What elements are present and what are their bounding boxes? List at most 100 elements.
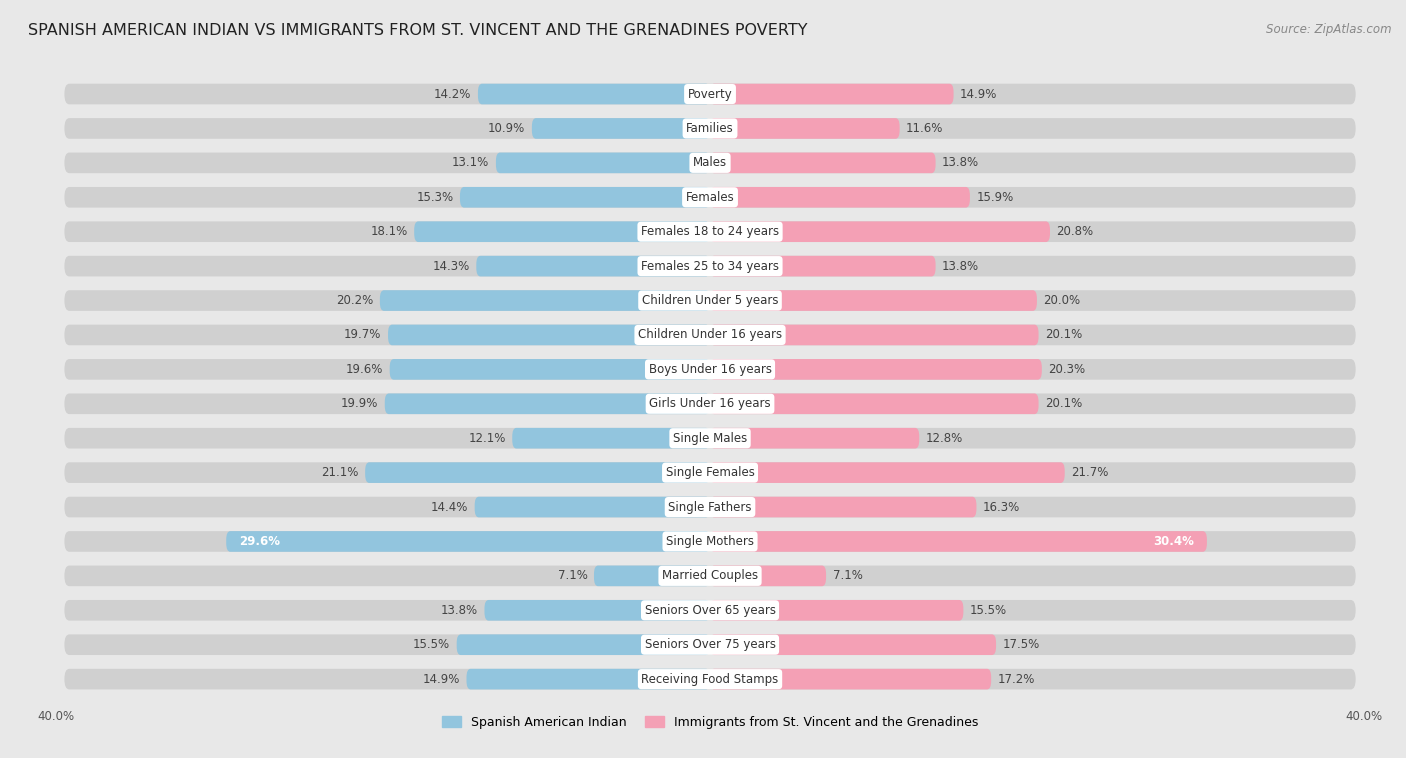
Text: 21.7%: 21.7%	[1071, 466, 1108, 479]
Text: Married Couples: Married Couples	[662, 569, 758, 582]
Text: Children Under 16 years: Children Under 16 years	[638, 328, 782, 341]
FancyBboxPatch shape	[65, 221, 1355, 242]
Text: 16.3%: 16.3%	[983, 500, 1021, 513]
Text: 20.8%: 20.8%	[1056, 225, 1094, 238]
FancyBboxPatch shape	[65, 496, 1355, 518]
Text: 13.8%: 13.8%	[942, 260, 979, 273]
FancyBboxPatch shape	[710, 118, 900, 139]
Text: Females: Females	[686, 191, 734, 204]
Text: 10.9%: 10.9%	[488, 122, 526, 135]
Text: 18.1%: 18.1%	[370, 225, 408, 238]
Text: 7.1%: 7.1%	[832, 569, 862, 582]
Text: 7.1%: 7.1%	[558, 569, 588, 582]
Text: 20.0%: 20.0%	[1043, 294, 1081, 307]
FancyBboxPatch shape	[380, 290, 710, 311]
FancyBboxPatch shape	[710, 634, 995, 655]
FancyBboxPatch shape	[710, 600, 963, 621]
FancyBboxPatch shape	[531, 118, 710, 139]
Text: Children Under 5 years: Children Under 5 years	[641, 294, 779, 307]
Text: 20.3%: 20.3%	[1049, 363, 1085, 376]
Text: 15.5%: 15.5%	[970, 604, 1007, 617]
FancyBboxPatch shape	[485, 600, 710, 621]
FancyBboxPatch shape	[457, 634, 710, 655]
Text: 13.8%: 13.8%	[942, 156, 979, 169]
Text: 14.3%: 14.3%	[433, 260, 470, 273]
Text: 12.1%: 12.1%	[468, 432, 506, 445]
Text: Families: Families	[686, 122, 734, 135]
FancyBboxPatch shape	[512, 428, 710, 449]
Text: 15.5%: 15.5%	[413, 638, 450, 651]
Text: Seniors Over 75 years: Seniors Over 75 years	[644, 638, 776, 651]
FancyBboxPatch shape	[65, 531, 1355, 552]
FancyBboxPatch shape	[65, 83, 1355, 105]
Text: 12.8%: 12.8%	[925, 432, 963, 445]
Text: 20.1%: 20.1%	[1045, 328, 1083, 341]
Text: Single Mothers: Single Mothers	[666, 535, 754, 548]
FancyBboxPatch shape	[65, 634, 1355, 655]
FancyBboxPatch shape	[710, 669, 991, 690]
FancyBboxPatch shape	[65, 118, 1355, 139]
Text: 30.4%: 30.4%	[1153, 535, 1194, 548]
Text: Boys Under 16 years: Boys Under 16 years	[648, 363, 772, 376]
FancyBboxPatch shape	[477, 255, 710, 277]
Legend: Spanish American Indian, Immigrants from St. Vincent and the Grenadines: Spanish American Indian, Immigrants from…	[437, 711, 983, 734]
Text: 15.3%: 15.3%	[416, 191, 453, 204]
Text: Single Males: Single Males	[673, 432, 747, 445]
FancyBboxPatch shape	[710, 393, 1039, 414]
Text: Single Females: Single Females	[665, 466, 755, 479]
Text: 14.4%: 14.4%	[430, 500, 468, 513]
FancyBboxPatch shape	[65, 290, 1355, 311]
Text: 19.6%: 19.6%	[346, 363, 382, 376]
FancyBboxPatch shape	[65, 324, 1355, 346]
FancyBboxPatch shape	[226, 531, 710, 552]
Text: Receiving Food Stamps: Receiving Food Stamps	[641, 672, 779, 686]
FancyBboxPatch shape	[710, 496, 976, 518]
Text: 13.8%: 13.8%	[441, 604, 478, 617]
FancyBboxPatch shape	[415, 221, 710, 242]
FancyBboxPatch shape	[366, 462, 710, 483]
FancyBboxPatch shape	[710, 290, 1038, 311]
Text: Single Fathers: Single Fathers	[668, 500, 752, 513]
Text: 14.9%: 14.9%	[423, 672, 460, 686]
Text: Males: Males	[693, 156, 727, 169]
Text: Females 18 to 24 years: Females 18 to 24 years	[641, 225, 779, 238]
FancyBboxPatch shape	[710, 83, 953, 105]
Text: 17.2%: 17.2%	[998, 672, 1035, 686]
Text: Poverty: Poverty	[688, 87, 733, 101]
Text: 14.2%: 14.2%	[434, 87, 471, 101]
Text: SPANISH AMERICAN INDIAN VS IMMIGRANTS FROM ST. VINCENT AND THE GRENADINES POVERT: SPANISH AMERICAN INDIAN VS IMMIGRANTS FR…	[28, 23, 807, 38]
FancyBboxPatch shape	[593, 565, 710, 586]
Text: 29.6%: 29.6%	[239, 535, 280, 548]
FancyBboxPatch shape	[710, 565, 827, 586]
Text: Seniors Over 65 years: Seniors Over 65 years	[644, 604, 776, 617]
Text: 20.1%: 20.1%	[1045, 397, 1083, 410]
Text: 17.5%: 17.5%	[1002, 638, 1040, 651]
Text: Girls Under 16 years: Girls Under 16 years	[650, 397, 770, 410]
FancyBboxPatch shape	[496, 152, 710, 173]
Text: Source: ZipAtlas.com: Source: ZipAtlas.com	[1267, 23, 1392, 36]
FancyBboxPatch shape	[65, 187, 1355, 208]
FancyBboxPatch shape	[710, 324, 1039, 346]
FancyBboxPatch shape	[478, 83, 710, 105]
FancyBboxPatch shape	[710, 428, 920, 449]
Text: 20.2%: 20.2%	[336, 294, 374, 307]
Text: 13.1%: 13.1%	[453, 156, 489, 169]
Text: Females 25 to 34 years: Females 25 to 34 years	[641, 260, 779, 273]
Text: 15.9%: 15.9%	[976, 191, 1014, 204]
FancyBboxPatch shape	[65, 393, 1355, 414]
FancyBboxPatch shape	[710, 255, 935, 277]
FancyBboxPatch shape	[710, 462, 1064, 483]
FancyBboxPatch shape	[710, 531, 1206, 552]
FancyBboxPatch shape	[65, 565, 1355, 586]
FancyBboxPatch shape	[710, 187, 970, 208]
FancyBboxPatch shape	[467, 669, 710, 690]
FancyBboxPatch shape	[710, 152, 935, 173]
FancyBboxPatch shape	[388, 324, 710, 346]
FancyBboxPatch shape	[65, 600, 1355, 621]
FancyBboxPatch shape	[460, 187, 710, 208]
Text: 21.1%: 21.1%	[321, 466, 359, 479]
FancyBboxPatch shape	[65, 669, 1355, 690]
FancyBboxPatch shape	[710, 359, 1042, 380]
FancyBboxPatch shape	[475, 496, 710, 518]
Text: 19.9%: 19.9%	[340, 397, 378, 410]
